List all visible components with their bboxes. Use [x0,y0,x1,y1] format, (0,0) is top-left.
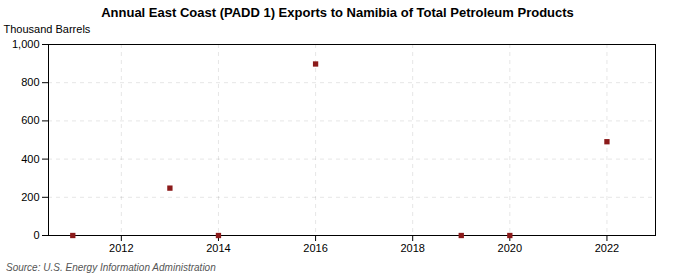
svg-text:2014: 2014 [206,242,230,254]
html-text:Annual East Coast (PADD 1) Exp: Annual East Coast (PADD 1) Exports to Na… [101,5,574,20]
svg-text:800: 800 [21,76,39,88]
svg-text:2012: 2012 [109,242,133,254]
svg-text:400: 400 [21,153,39,165]
svg-text:Thousand Barrels: Thousand Barrels [4,23,91,35]
svg-text:1,000: 1,000 [12,38,40,50]
svg-text:200: 200 [21,191,39,203]
svg-text:600: 600 [21,114,39,126]
svg-text:2016: 2016 [303,242,327,254]
svg-text:2020: 2020 [498,242,522,254]
html-text:Source: U.S. Energy Informatio: Source: U.S. Energy Information Administ… [6,262,216,273]
svg-text:0: 0 [33,229,39,241]
svg-text:2022: 2022 [595,242,619,254]
svg-text:2018: 2018 [400,242,424,254]
